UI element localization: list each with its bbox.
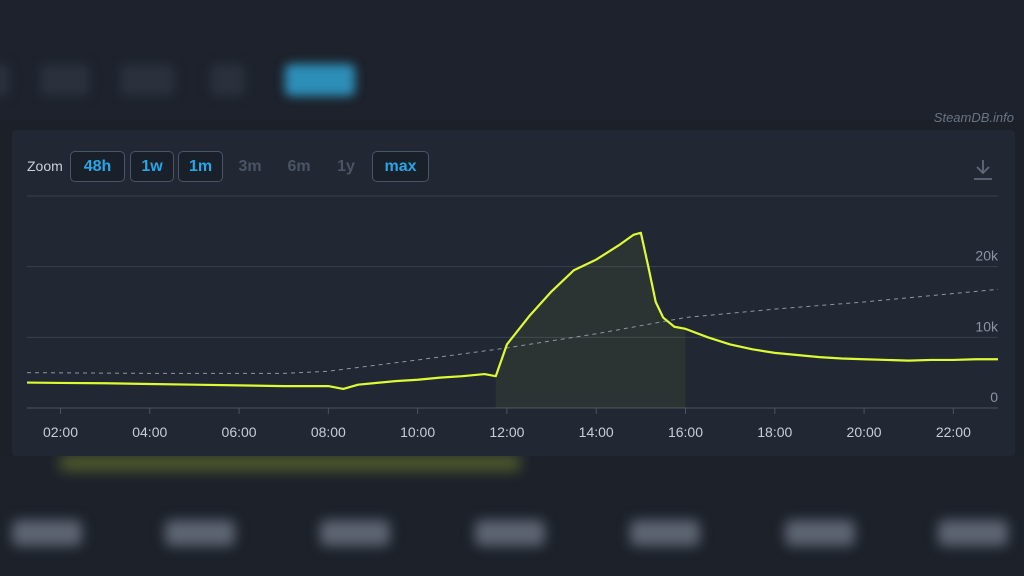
- blurred-tab: [120, 64, 175, 96]
- x-tick-label: 02:00: [43, 424, 78, 440]
- zoom-button-1w[interactable]: 1w: [130, 151, 174, 182]
- series-area-fill: [495, 232, 686, 408]
- bottom-axis-blurred: [0, 456, 1024, 576]
- blurred-series-glow: [60, 456, 520, 470]
- chart-plot: 0 10k 20k 02:00 04:00 06:00 08:00 10:00 12:00 14:…: [26, 195, 999, 440]
- x-tick-label: 14:00: [579, 424, 614, 440]
- x-tick-label: 04:00: [132, 424, 167, 440]
- series-line-players: [26, 231, 998, 391]
- blurred-tick: [630, 520, 700, 546]
- y-tick-label: 20k: [975, 248, 999, 264]
- x-tick-label: 10:00: [400, 424, 435, 440]
- blurred-tab: [210, 64, 245, 96]
- x-tick-label: 22:00: [936, 424, 971, 440]
- blurred-tick: [938, 520, 1008, 546]
- blurred-tick: [785, 520, 855, 546]
- zoom-label: Zoom: [27, 158, 63, 174]
- zoom-button-1m[interactable]: 1m: [178, 151, 223, 182]
- blurred-tab-active: [285, 64, 355, 96]
- watermark: SteamDB.info: [933, 110, 1014, 125]
- x-tick-label: 16:00: [668, 424, 703, 440]
- zoom-button-48h[interactable]: 48h: [70, 151, 125, 182]
- blurred-tick: [165, 520, 235, 546]
- zoom-button-6m[interactable]: 6m: [287, 157, 311, 175]
- x-tick-label: 18:00: [757, 424, 792, 440]
- top-toolbar-blurred: [0, 0, 1024, 120]
- zoom-button-max[interactable]: max: [372, 151, 429, 182]
- series-line-average: [26, 288, 999, 374]
- x-tick-label: 08:00: [311, 424, 346, 440]
- blurred-tick: [475, 520, 545, 546]
- download-icon[interactable]: [972, 158, 994, 182]
- blurred-tick: [12, 520, 82, 546]
- blurred-tab: [0, 64, 10, 96]
- x-tick-label: 12:00: [489, 424, 524, 440]
- chart-card: [12, 130, 1015, 456]
- blurred-tab: [40, 64, 90, 96]
- zoom-button-1y[interactable]: 1y: [337, 157, 355, 175]
- zoom-button-3m[interactable]: 3m: [238, 157, 262, 175]
- x-tick-label: 20:00: [847, 424, 882, 440]
- x-tick-label: 06:00: [222, 424, 257, 440]
- y-tick-label: 10k: [975, 318, 999, 334]
- blurred-tick: [320, 520, 390, 546]
- y-tick-label: 0: [990, 389, 998, 405]
